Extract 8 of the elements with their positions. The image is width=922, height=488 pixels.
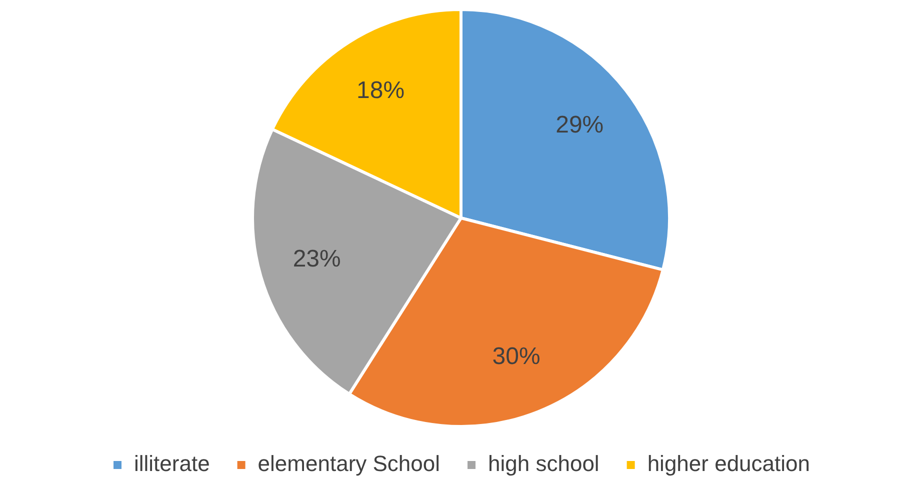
data-label: 30% bbox=[492, 343, 540, 370]
legend-label: higher education bbox=[647, 451, 810, 476]
legend-label: illiterate bbox=[134, 451, 210, 476]
data-label: 29% bbox=[556, 112, 604, 139]
legend-label: high school bbox=[488, 451, 600, 476]
data-label: 18% bbox=[356, 76, 405, 104]
data-label: 23% bbox=[292, 246, 341, 273]
legend-label: elementary School bbox=[258, 451, 440, 476]
